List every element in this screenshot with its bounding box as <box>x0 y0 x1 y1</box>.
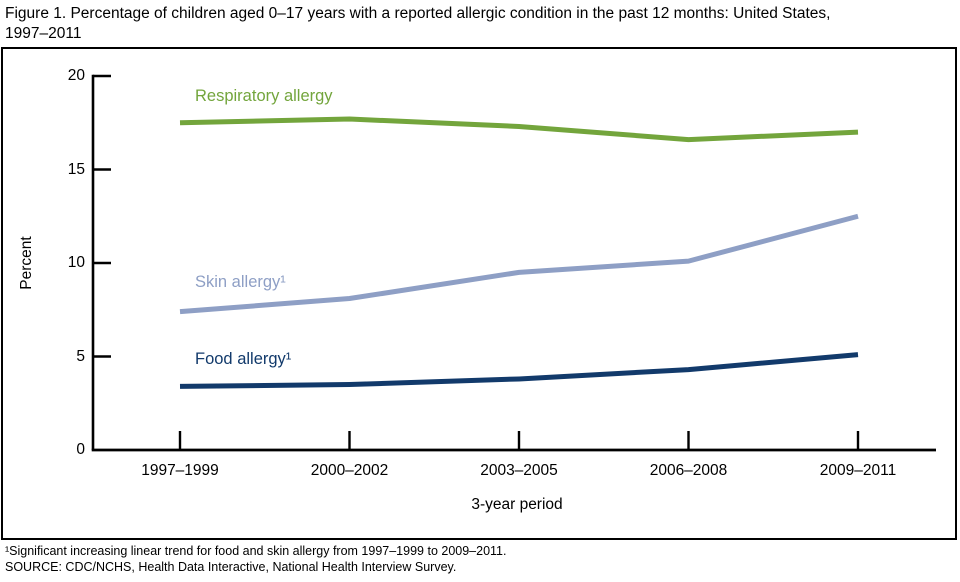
y-tick-label-15: 15 <box>67 160 85 178</box>
x-tick-label-2: 2003–2005 <box>480 462 558 479</box>
x-tick-label-3: 2006–2008 <box>649 462 728 479</box>
y-tick-label-5: 5 <box>76 347 85 365</box>
footnotes: ¹Significant increasing linear trend for… <box>5 543 506 575</box>
series-label-respiratory-allergy: Respiratory allergy <box>195 87 333 105</box>
figure-title: Figure 1. Percentage of children aged 0–… <box>5 4 830 44</box>
x-tick-label-0: 1997–1999 <box>141 462 219 479</box>
footnote-trend: ¹Significant increasing linear trend for… <box>5 544 507 558</box>
chart-canvas <box>91 74 936 452</box>
series-label-skin-allergy: Skin allergy¹ <box>195 273 286 291</box>
x-tick-label-4: 2009–2011 <box>819 462 897 479</box>
respiratory-allergy-line <box>179 116 859 143</box>
footnote-source: SOURCE: CDC/NCHS, Health Data Interactiv… <box>5 560 457 574</box>
y-axis-title: Percent <box>18 236 35 290</box>
chart-frame: Respiratory allergy Skin allergy¹ Food a… <box>1 47 957 540</box>
y-tick-label-10: 10 <box>67 254 85 271</box>
x-axis-title: 3-year period <box>471 496 563 513</box>
figure-title-line2: 1997–2011 <box>5 25 82 42</box>
series-label-food-allergy: Food allergy¹ <box>195 350 292 368</box>
figure-title-line1: Figure 1. Percentage of children aged 0–… <box>5 5 831 22</box>
y-tick-label-0: 0 <box>76 441 85 458</box>
x-tick-label-1: 2000–2002 <box>310 462 389 479</box>
y-tick-label-20: 20 <box>67 67 85 84</box>
skin-allergy-line <box>179 213 859 315</box>
food-allergy-line <box>179 352 859 389</box>
